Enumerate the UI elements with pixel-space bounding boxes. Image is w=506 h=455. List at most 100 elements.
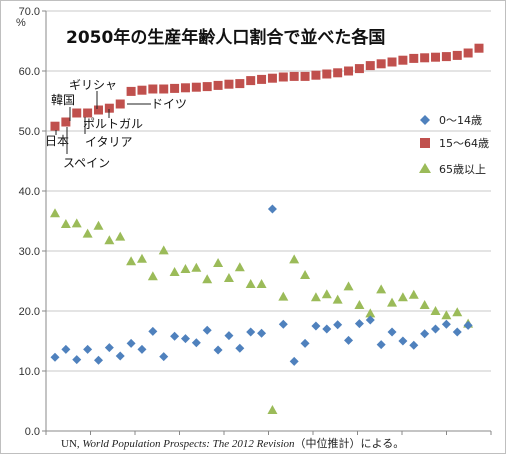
point-65-plus — [376, 284, 387, 294]
point-0-14 — [50, 352, 60, 362]
point-0-14 — [420, 329, 430, 339]
point-65-plus — [213, 258, 224, 267]
point-15-64 — [441, 52, 451, 62]
point-0-14 — [170, 331, 180, 341]
point-15-64 — [387, 57, 397, 67]
source-title: World Population Prospects: The 2012 Rev… — [82, 438, 295, 450]
y-tick-label: 50.0 — [19, 126, 40, 138]
point-15-64 — [376, 59, 386, 69]
point-65-plus — [234, 262, 245, 272]
annotation-spain: スペイン — [63, 156, 110, 170]
source-note: UN, World Population Prospects: The 2012… — [61, 436, 404, 450]
y-unit-label: % — [16, 17, 26, 29]
annotation-italy: イタリア — [85, 135, 133, 149]
point-65-plus — [158, 245, 169, 255]
country-annotations: ギリシャ 韓国 ドイツ ポルトガル 日本 イタリア スペイン — [45, 78, 187, 170]
point-0-14 — [137, 344, 147, 354]
y-tick-label: 20.0 — [19, 306, 40, 318]
point-0-14 — [289, 356, 299, 366]
point-65-plus — [104, 235, 115, 245]
point-65-plus — [126, 256, 137, 266]
point-65-plus — [136, 253, 147, 263]
y-tick-label: 60.0 — [19, 66, 40, 78]
source-prefix: UN, — [61, 438, 82, 450]
point-65-plus — [441, 310, 452, 320]
point-0-14 — [213, 345, 223, 355]
y-tick-label: 10.0 — [19, 366, 40, 378]
y-tick-label: 0.0 — [25, 426, 40, 438]
point-0-14 — [83, 344, 93, 354]
point-0-14 — [365, 315, 375, 325]
point-65-plus — [452, 307, 463, 317]
legend-item-15-64: 15〜64歳 — [420, 137, 489, 150]
point-65-plus — [397, 292, 408, 302]
point-15-64 — [267, 73, 277, 83]
point-65-plus — [365, 308, 376, 318]
point-0-14 — [72, 355, 82, 365]
legend-diamond-icon — [420, 115, 430, 125]
legend-triangle-icon — [419, 163, 431, 173]
point-65-plus — [71, 218, 82, 228]
point-15-64 — [311, 70, 321, 80]
point-15-64 — [93, 105, 103, 115]
point-65-plus — [310, 292, 321, 302]
point-0-14 — [61, 344, 71, 354]
point-15-64 — [170, 83, 180, 93]
point-0-14 — [235, 343, 245, 353]
point-65-plus — [343, 281, 354, 291]
point-15-64 — [398, 55, 408, 65]
point-15-64 — [409, 53, 419, 63]
point-0-14 — [409, 340, 419, 350]
point-15-64 — [213, 80, 223, 90]
point-0-14 — [452, 327, 462, 337]
annotation-greece: ギリシャ — [69, 78, 117, 92]
point-15-64 — [300, 71, 310, 81]
point-15-64 — [191, 82, 201, 92]
point-15-64 — [431, 52, 441, 62]
point-65-plus — [169, 267, 180, 276]
point-0-14 — [267, 204, 277, 214]
point-65-plus — [82, 228, 93, 238]
point-0-14 — [115, 351, 125, 361]
gridlines — [46, 10, 491, 372]
point-15-64 — [115, 99, 125, 109]
point-15-64 — [235, 79, 245, 89]
point-15-64 — [474, 43, 484, 53]
point-0-14 — [202, 325, 212, 335]
legend-label-15-64: 15〜64歳 — [439, 137, 489, 150]
legend-label-65: 65歳以上 — [439, 163, 486, 176]
point-0-14 — [431, 324, 441, 334]
point-0-14 — [93, 355, 103, 365]
point-65-plus — [267, 405, 278, 414]
point-65-plus — [387, 297, 398, 307]
point-0-14 — [257, 328, 267, 338]
point-0-14 — [311, 321, 321, 331]
point-65-plus — [278, 291, 289, 301]
y-tick-label: 40.0 — [19, 186, 40, 198]
point-65-plus — [245, 279, 256, 288]
point-0-14 — [180, 334, 190, 344]
point-0-14 — [224, 331, 234, 341]
point-65-plus — [289, 254, 300, 264]
chart-title: 2050年の生産年齢人口割合で並べた各国 — [66, 27, 385, 48]
point-65-plus — [93, 220, 104, 230]
point-15-64 — [344, 66, 354, 76]
annotation-japan: 日本 — [45, 134, 69, 148]
point-15-64 — [104, 103, 114, 113]
legend-item-0-14: 0〜14歳 — [420, 114, 482, 127]
point-15-64 — [180, 83, 190, 93]
point-0-14 — [278, 319, 288, 329]
point-65-plus — [354, 300, 365, 309]
point-15-64 — [83, 108, 93, 118]
point-15-64 — [257, 74, 267, 84]
point-15-64 — [137, 85, 147, 95]
point-0-14 — [376, 340, 386, 350]
point-15-64 — [365, 61, 375, 71]
point-0-14 — [246, 327, 256, 337]
point-65-plus — [115, 231, 126, 241]
point-0-14 — [441, 319, 451, 329]
point-0-14 — [126, 338, 136, 348]
point-0-14 — [463, 320, 473, 330]
